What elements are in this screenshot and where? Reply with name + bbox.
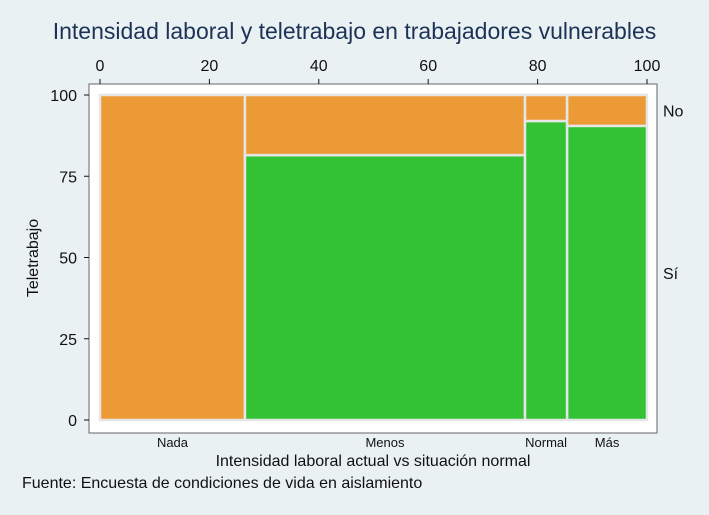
y-tick-label: 100 xyxy=(50,88,77,105)
source-note: Fuente: Encuesta de condiciones de vida … xyxy=(22,475,423,492)
mosaic-cell-normal-sí xyxy=(523,119,569,422)
x-tick-label: 20 xyxy=(201,58,219,75)
mosaic-cell-normal-no xyxy=(523,93,569,123)
mosaic-cell-más-sí xyxy=(565,124,649,422)
category-label: Nada xyxy=(157,435,189,450)
y-tick-label: 25 xyxy=(59,332,77,349)
mosaic-cell-nada-no xyxy=(98,93,247,422)
category-label: Menos xyxy=(365,435,405,450)
mosaic-cell-menos-sí xyxy=(243,153,527,422)
x-tick-label: 80 xyxy=(529,58,547,75)
y-tick-label: 50 xyxy=(59,251,77,268)
chart-title: Intensidad laboral y teletrabajo en trab… xyxy=(52,18,657,44)
y-axis-label: Teletrabajo xyxy=(25,219,42,297)
category-label: Más xyxy=(595,435,620,450)
y-tick-label: 75 xyxy=(59,169,77,186)
x-axis-label: Intensidad laboral actual vs situación n… xyxy=(216,453,531,470)
category-label: Normal xyxy=(525,435,567,450)
x-tick-label: 0 xyxy=(96,58,105,75)
y-tick-label: 0 xyxy=(68,413,77,430)
right-label: Sí xyxy=(663,266,679,283)
x-tick-label: 60 xyxy=(419,58,437,75)
right-label: No xyxy=(663,103,684,120)
mosaic-cell-menos-no xyxy=(243,93,527,157)
x-tick-label: 40 xyxy=(310,58,328,75)
x-tick-label: 100 xyxy=(634,58,661,75)
mosaic-cell-más-no xyxy=(565,93,649,128)
